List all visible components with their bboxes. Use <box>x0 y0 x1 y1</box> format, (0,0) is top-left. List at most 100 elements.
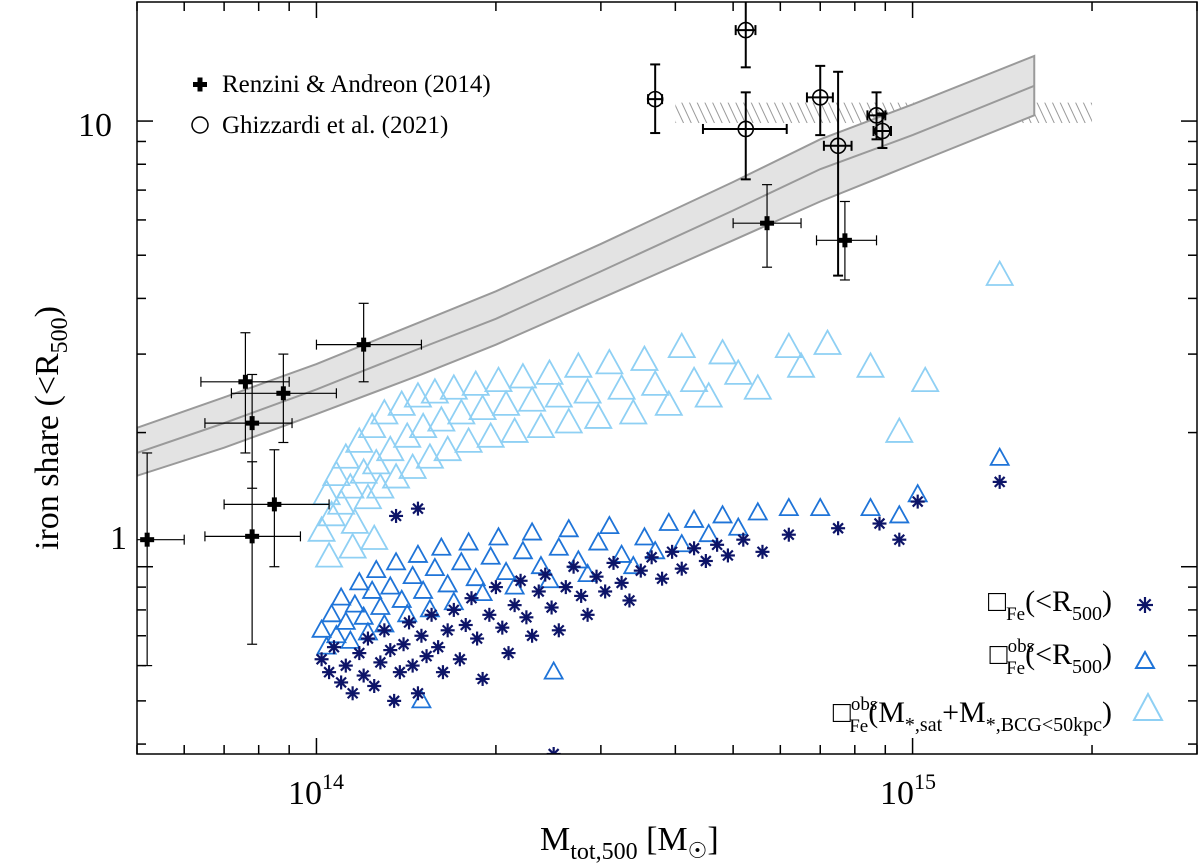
legend-top: Renzini & Andreon (2014) Ghizzardi et al… <box>191 71 491 139</box>
triangle_small-point-29 <box>465 567 487 587</box>
asterisk-point-48 <box>598 584 613 599</box>
triangle_large-point-63 <box>314 541 344 568</box>
asterisk-point-45 <box>574 588 589 603</box>
triangle_large-point-59 <box>855 351 886 378</box>
asterisk-point-2 <box>326 640 341 655</box>
renzini-point-3 <box>315 302 423 383</box>
triangle_large-point-56 <box>774 331 804 359</box>
triangle_small-point-27 <box>450 551 472 571</box>
asterisk-point-69 <box>546 747 561 754</box>
triangle_small-point-34 <box>504 575 526 595</box>
legend-bottom: □Fe(<R500) □obs Fe(<R500) □obs Fe(M*,sat+M… <box>833 585 1164 737</box>
triangle_small-point-58 <box>859 497 882 517</box>
asterisk-point-18 <box>410 686 425 701</box>
triangle_small-point-24 <box>430 536 452 556</box>
triangle_large-point-11 <box>357 411 387 439</box>
legend-obs-mstar-symbol-glyph: □ <box>833 696 852 729</box>
triangle_small-point-21 <box>412 579 434 599</box>
triangle_small-point-20 <box>407 543 429 563</box>
asterisk-point-15 <box>396 637 411 652</box>
renzini-point-2 <box>230 353 337 444</box>
triangle_large-point-54 <box>723 358 753 385</box>
triangle_large-point-42 <box>573 377 603 404</box>
triangle_large-point-30 <box>468 393 498 421</box>
asterisk-point-21 <box>424 607 439 622</box>
triangle_small-point-45 <box>611 543 633 563</box>
triangle_small-point-53 <box>712 504 734 524</box>
triangle_large-point-21 <box>408 411 438 439</box>
triangle_large-point-34 <box>500 416 530 443</box>
x-axis-title: Mtot,500 [M☉] <box>540 821 719 865</box>
asterisk-point-51 <box>622 593 637 608</box>
legend-circle-icon <box>191 116 209 134</box>
legend-sim-symbol-glyph: □ <box>988 585 1007 618</box>
asterisk-point-55 <box>665 544 680 559</box>
model-center-line <box>137 84 1035 454</box>
asterisk-point-54 <box>655 571 670 586</box>
asterisk-point-35 <box>507 598 522 613</box>
asterisk-point-47 <box>589 569 604 584</box>
triangle_small-point-51 <box>683 508 705 528</box>
asterisk-point-59 <box>710 537 725 552</box>
legend-triangle-large-icon <box>1132 691 1164 721</box>
asterisk-point-39 <box>531 584 546 599</box>
triangle_small-point-39 <box>548 536 570 556</box>
renzini-point-8 <box>815 200 878 281</box>
triangle_large-point-49 <box>654 389 684 416</box>
asterisk-point-53 <box>644 550 659 565</box>
triangle_small-point-50 <box>671 533 693 553</box>
triangle_small-point-59 <box>888 504 910 524</box>
legend-sim-label: □Fe(<R500) <box>988 585 1112 625</box>
asterisk-point-27 <box>458 618 473 633</box>
triangle_small-point-31 <box>480 545 502 565</box>
asterisk-point-17 <box>405 658 420 673</box>
asterisk-point-38 <box>525 628 540 643</box>
triangle_small-point-5 <box>335 610 357 630</box>
triangle_large-point-8 <box>344 426 374 453</box>
asterisk-point-44 <box>566 559 581 574</box>
asterisk-point-14 <box>392 665 407 680</box>
legend-obs-mstar-label: □obs Fe(M*,sat+M*,BCG<50kpc) <box>833 694 1112 737</box>
triangle_large-point-53 <box>708 338 738 365</box>
triangle_large-point-22 <box>415 442 445 469</box>
asterisk-point-58 <box>698 554 713 569</box>
asterisk-point-1 <box>322 665 337 680</box>
triangle_large-point-57 <box>786 351 816 378</box>
legend-obs-symbol-glyph: □ <box>990 638 1009 671</box>
plot-area <box>137 2 1093 754</box>
triangle_large-point-15 <box>375 434 405 462</box>
triangle_small-point-57 <box>809 497 831 517</box>
triangle_small-point-9 <box>353 605 375 625</box>
asterisk-point-26 <box>452 652 467 667</box>
asterisk-point-31 <box>482 607 497 622</box>
asterisk-point-8 <box>360 631 375 646</box>
triangle_large-point-65 <box>359 523 389 550</box>
triangle_large-point-20 <box>403 381 433 408</box>
asterisk-point-33 <box>495 620 510 635</box>
triangle_small-point-13 <box>369 595 391 615</box>
asterisk-point-62 <box>755 544 770 559</box>
triangle_small-point-61 <box>989 446 1011 466</box>
triangle_large-point-38 <box>534 358 565 385</box>
legend-asterisk-icon <box>1137 597 1153 613</box>
triangle_large-point-48 <box>640 369 670 396</box>
asterisk-point-3 <box>334 675 349 690</box>
triangle_large-point-3 <box>321 459 351 487</box>
asterisk-point-63 <box>781 527 796 542</box>
triangle_large-point-0 <box>307 515 337 542</box>
triangle_small-point-36 <box>521 521 543 541</box>
triangle_large-point-25 <box>433 434 463 462</box>
triangle_large-point-26 <box>439 373 469 400</box>
ghizzardi-point-3 <box>805 64 834 137</box>
triangle_small-point-16 <box>385 551 407 571</box>
triangle_large-point-43 <box>583 402 613 429</box>
triangle_large-point-40 <box>554 407 584 434</box>
asterisk-point-11 <box>377 623 392 638</box>
asterisk-point-25 <box>446 602 461 617</box>
triangle_large-point-33 <box>491 389 521 416</box>
triangle_small-point-37 <box>530 555 552 575</box>
triangle_small-point-62 <box>543 660 565 680</box>
triangle_large-point-41 <box>563 351 593 378</box>
triangle_small-point-4 <box>330 586 352 606</box>
